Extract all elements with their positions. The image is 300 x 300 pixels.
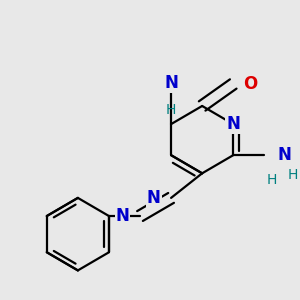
Text: N: N <box>116 207 130 225</box>
Text: H: H <box>166 103 176 117</box>
Text: N: N <box>147 189 161 207</box>
Text: H: H <box>288 168 298 182</box>
Text: N: N <box>164 74 178 92</box>
Text: H: H <box>267 173 277 187</box>
Text: N: N <box>277 146 291 164</box>
Text: O: O <box>244 75 258 93</box>
Text: N: N <box>226 115 240 133</box>
